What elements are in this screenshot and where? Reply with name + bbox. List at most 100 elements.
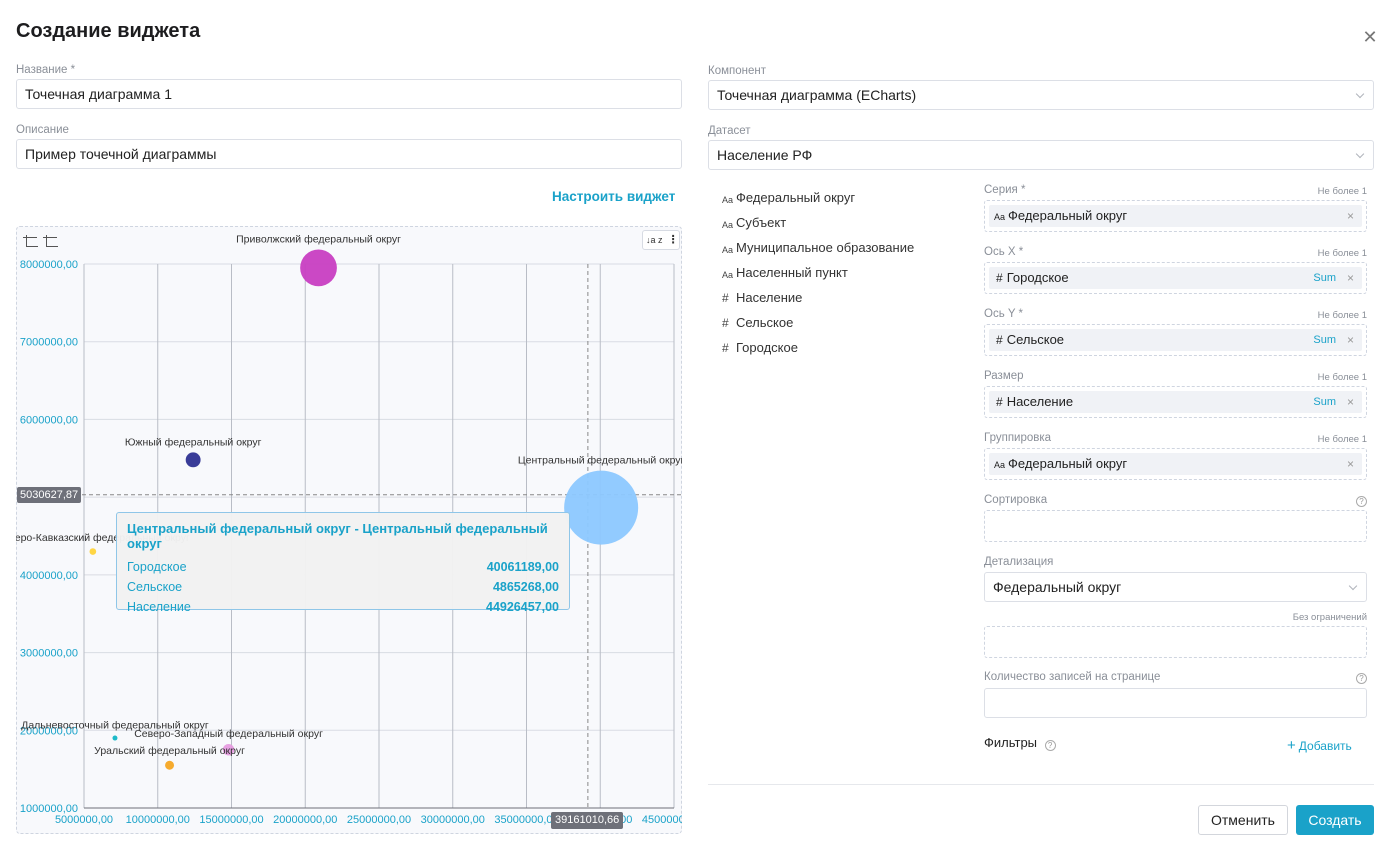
grouping-limit: Не более 1 — [1317, 434, 1367, 445]
scatter-point — [165, 760, 175, 770]
sorting-slot[interactable] — [984, 510, 1367, 542]
tooltip-row-value: 40061189,00 — [486, 560, 559, 574]
point-label: Уральский федеральный округ — [94, 745, 245, 757]
description-input[interactable] — [16, 139, 682, 169]
series-slot[interactable]: Aa Федеральный округ × — [984, 200, 1367, 232]
point-label: Приволжский федеральный округ — [236, 234, 401, 246]
field-item[interactable]: # Сельское — [722, 315, 914, 340]
sort-icon[interactable]: ↓a z — [646, 235, 663, 245]
create-button[interactable]: Создать — [1296, 805, 1374, 835]
configure-widget-link[interactable]: Настроить виджет — [552, 189, 676, 204]
remove-icon[interactable]: × — [1346, 457, 1354, 471]
add-filter-button[interactable]: + Добавить — [1287, 737, 1352, 754]
help-icon[interactable]: ? — [1356, 496, 1367, 507]
y-axis-slot[interactable]: # Сельское Sum × — [984, 324, 1367, 356]
x-tick-label: 45000000,00 — [642, 814, 682, 826]
aggregation-sum[interactable]: Sum — [1313, 272, 1336, 284]
tooltip-row-label: Население — [127, 600, 191, 614]
field-item[interactable]: Aa Населенный пункт — [722, 265, 914, 290]
y-tick-label: 2000000,00 — [20, 725, 78, 737]
scatter-chart: 1000000,00 2000000,00 3000000,00 4000000,00… — [16, 234, 682, 826]
sorting-label: Сортировка — [984, 494, 1048, 506]
y-tick-label: 6000000,00 — [20, 414, 78, 426]
crop-icon[interactable] — [23, 235, 38, 247]
number-type-icon: # — [722, 316, 729, 330]
grouping-chip[interactable]: Aa Федеральный округ × — [989, 453, 1362, 475]
field-item[interactable]: # Городское — [722, 340, 914, 365]
x-axis-slot[interactable]: # Городское Sum × — [984, 262, 1367, 294]
y-tick-label: 4000000,00 — [20, 570, 78, 582]
remove-icon[interactable]: × — [1346, 209, 1354, 223]
scatter-point — [89, 548, 97, 555]
y-tick-label: 7000000,00 — [20, 337, 78, 349]
y-axis-chip[interactable]: # Сельское Sum × — [989, 329, 1362, 351]
series-chip[interactable]: Aa Федеральный округ × — [989, 205, 1362, 227]
field-label: Населенный пункт — [736, 265, 848, 280]
description-label: Описание — [16, 124, 69, 136]
cancel-button[interactable]: Отменить — [1198, 805, 1288, 835]
crop-reset-icon[interactable] — [43, 235, 58, 247]
remove-icon[interactable]: × — [1346, 395, 1354, 409]
help-icon[interactable]: ? — [1044, 740, 1056, 751]
detail-label: Детализация — [984, 556, 1054, 568]
dataset-select[interactable]: Население РФ — [708, 140, 1374, 170]
field-item[interactable]: Aa Субъект — [722, 215, 914, 240]
x-axis-chip[interactable]: # Городское Sum × — [989, 267, 1362, 289]
text-type-icon: Aa — [722, 195, 734, 205]
size-slot[interactable]: # Население Sum × — [984, 386, 1367, 418]
x-tick-label: 5000000,00 — [55, 814, 113, 826]
x-axis-label: Ось X * — [984, 246, 1024, 258]
records-per-page-label: Количество записей на странице — [984, 671, 1161, 683]
detail-slot[interactable] — [984, 626, 1367, 658]
more-icon[interactable]: ⋮ — [667, 234, 679, 246]
tooltip-row: Сельское 4865268,00 — [127, 577, 559, 597]
detail-limit: Без ограничений — [1292, 612, 1367, 623]
field-item[interactable]: Aa Федеральный округ — [722, 190, 914, 215]
number-type-icon: # — [996, 271, 1003, 285]
point-label: Северо-Западный федеральный округ — [134, 728, 323, 740]
field-item[interactable]: Aa Муниципальное образование — [722, 240, 914, 265]
scatter-point — [112, 735, 118, 741]
help-icon[interactable]: ? — [1356, 673, 1367, 684]
chip-label: Сельское — [1006, 332, 1065, 347]
field-label: Население — [736, 290, 803, 305]
point-label: Южный федеральный округ — [125, 436, 262, 448]
size-limit: Не более 1 — [1317, 372, 1367, 383]
x-tick-label: 25000000,00 — [347, 814, 411, 826]
crosshair-x-label: 39161010,66 — [551, 812, 624, 829]
aggregation-sum[interactable]: Sum — [1313, 334, 1336, 346]
add-filter-label: Добавить — [1298, 739, 1352, 753]
crosshair-y-label: 5030627,87 — [17, 487, 82, 503]
chart-menu[interactable]: ↓a z ⋮ — [642, 230, 680, 250]
close-icon[interactable]: ✕ — [1362, 27, 1378, 47]
tooltip-row-value: 44926457,00 — [486, 600, 559, 614]
records-per-page-input[interactable] — [984, 688, 1367, 718]
component-label: Компонент — [708, 65, 766, 77]
y-axis-label: Ось Y * — [984, 308, 1024, 320]
text-type-icon: Aa — [722, 220, 734, 230]
number-type-icon: # — [722, 291, 729, 305]
remove-icon[interactable]: × — [1346, 333, 1354, 347]
number-type-icon: # — [996, 333, 1003, 347]
detail-select[interactable]: Федеральный округ — [984, 572, 1367, 602]
component-select[interactable]: Точечная диаграмма (ECharts) — [708, 80, 1374, 110]
tooltip-row-label: Сельское — [127, 580, 183, 594]
dialog-title: Создание виджета — [16, 20, 201, 42]
grouping-slot[interactable]: Aa Федеральный округ × — [984, 448, 1367, 480]
scatter-point — [300, 249, 337, 287]
x-tick-label: 35000000,00 — [494, 814, 558, 826]
text-type-icon: Aa — [722, 270, 734, 280]
remove-icon[interactable]: × — [1346, 271, 1354, 285]
size-chip[interactable]: # Население Sum × — [989, 391, 1362, 413]
tooltip-row: Население 44926457,00 — [127, 597, 559, 617]
aggregation-sum[interactable]: Sum — [1313, 396, 1336, 408]
chip-label: Население — [1006, 394, 1074, 409]
x-tick-label: 20000000,00 — [273, 814, 337, 826]
chevron-down-icon — [1348, 581, 1358, 591]
field-item[interactable]: # Население — [722, 290, 914, 315]
detail-value: Федеральный округ — [993, 579, 1122, 595]
number-type-icon: # — [722, 341, 729, 355]
x-axis-limit: Не более 1 — [1317, 248, 1367, 259]
name-input[interactable] — [16, 79, 682, 109]
grouping-label: Группировка — [984, 432, 1052, 444]
